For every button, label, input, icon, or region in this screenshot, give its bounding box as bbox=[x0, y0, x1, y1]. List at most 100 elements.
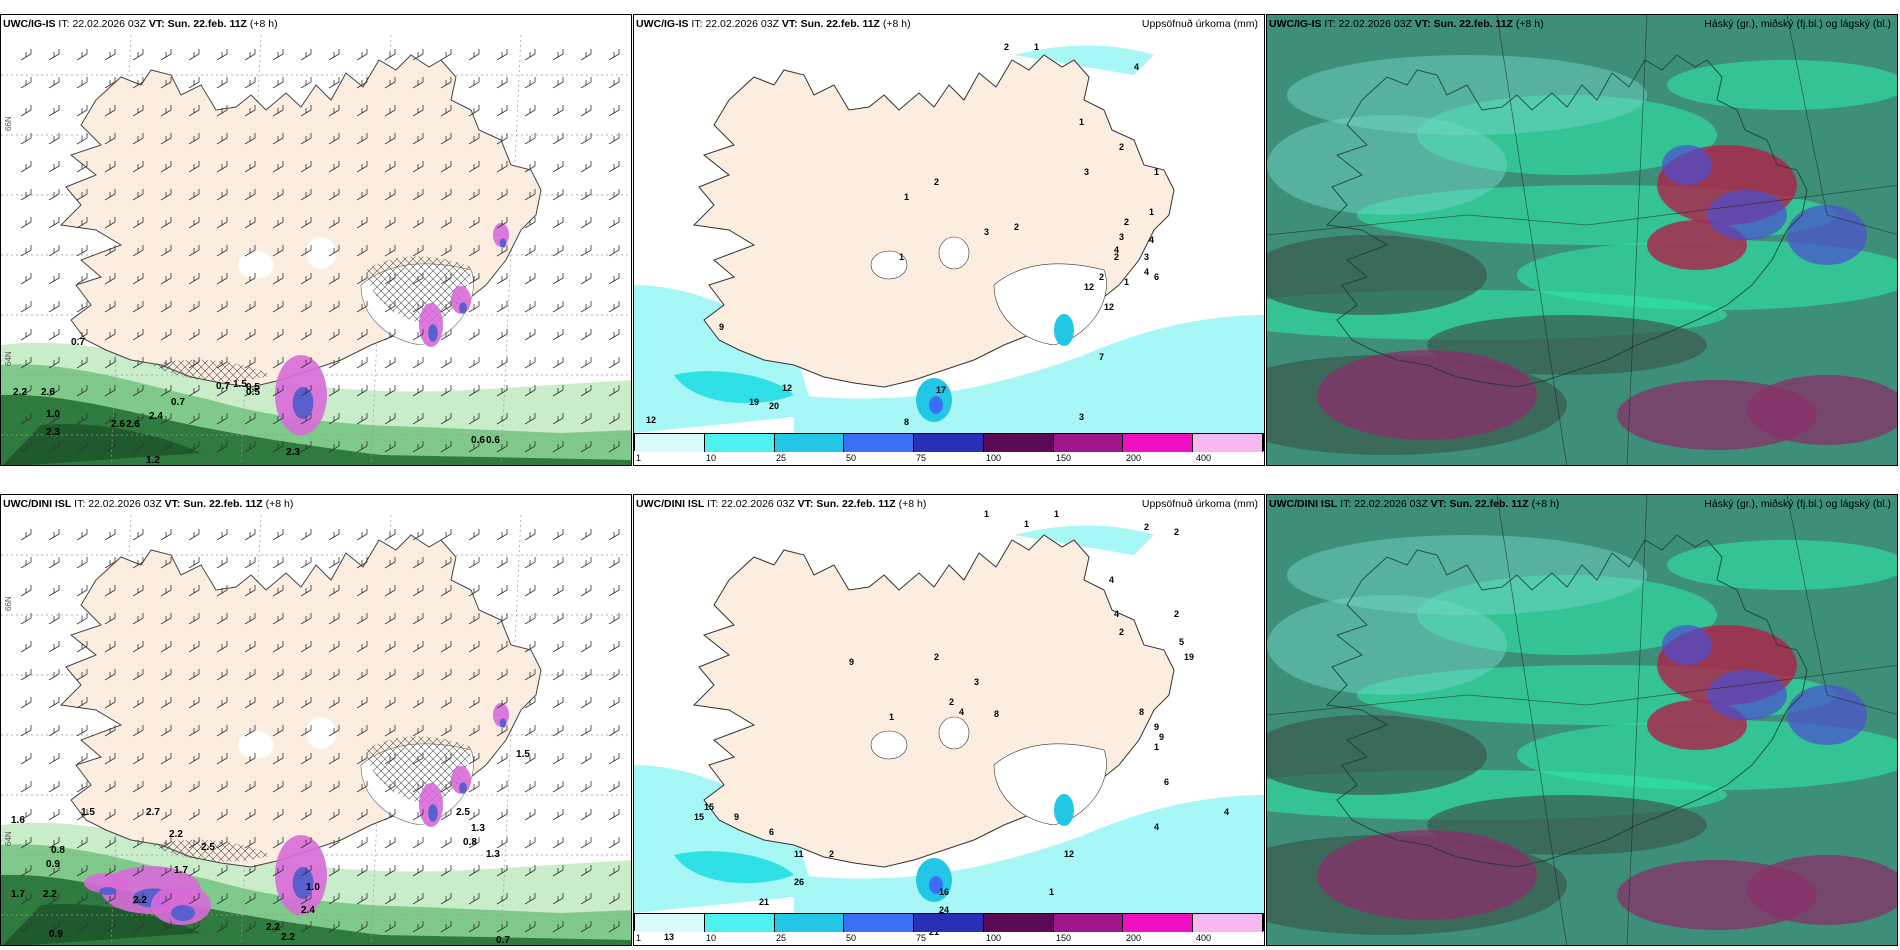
colorbar-cell bbox=[774, 914, 845, 932]
axis-label: 66N bbox=[4, 116, 13, 131]
precip-value-label: 8 bbox=[1139, 707, 1144, 717]
precip-value-label: 2 bbox=[934, 652, 939, 662]
precip-value-label: 12 bbox=[1084, 282, 1094, 292]
cloud-panel-top: UWC/IG-IS IT: 22.02.2026 03Z VT: Sun. 22… bbox=[1266, 14, 1898, 466]
panel-title: Uppsöfnuð úrkoma (mm) bbox=[1141, 498, 1258, 510]
colorbar-cell bbox=[983, 434, 1054, 452]
precip-value-label: 16 bbox=[939, 887, 949, 897]
panel-header: UWC/IG-IS IT: 22.02.2026 03Z VT: Sun. 22… bbox=[3, 18, 278, 30]
colorbar-tick-label: 150 bbox=[1056, 453, 1072, 463]
wind-value-label: 0.6 bbox=[486, 435, 500, 446]
colorbar bbox=[634, 433, 1264, 452]
wind-value-label: 2.2 bbox=[266, 922, 280, 933]
colorbar-cell bbox=[774, 434, 845, 452]
wind-value-label: 2.6 bbox=[111, 419, 125, 430]
precip-value-label: 1 bbox=[899, 252, 904, 262]
wind-value-label: 2.4 bbox=[301, 905, 315, 916]
precip-value-label: 9 bbox=[1159, 732, 1164, 742]
precip-value-label: 2 bbox=[1144, 522, 1149, 532]
wind-value-label: 1.7 bbox=[174, 865, 188, 876]
wind-value-label: 0.7 bbox=[216, 381, 230, 392]
precip-value-label: 3 bbox=[1144, 252, 1149, 262]
panel-title: Háský (gr.), miðský (fj.bl.) og lágský (… bbox=[1704, 498, 1891, 510]
wind-value-label: 0.8 bbox=[51, 845, 65, 856]
wind-value-label: 2.6 bbox=[41, 387, 55, 398]
precip-value-label: 12 bbox=[646, 415, 656, 425]
precip-value-label: 9 bbox=[1154, 722, 1159, 732]
wind-value-label: 1.6 bbox=[11, 815, 25, 826]
wind-value-label: 0.7 bbox=[71, 337, 85, 348]
precip-value-label: 7 bbox=[1099, 352, 1104, 362]
precip-value-label: 2 bbox=[1119, 627, 1124, 637]
precip-value-label: 4 bbox=[1154, 822, 1159, 832]
precip-value-label: 4 bbox=[959, 707, 964, 717]
precip-value-label: 3 bbox=[1119, 232, 1124, 242]
panel-header: UWC/DINI ISL IT: 22.02.2026 03Z VT: Sun.… bbox=[1269, 498, 1560, 510]
precip-value-label: 3 bbox=[1084, 167, 1089, 177]
colorbar-cell bbox=[914, 434, 984, 452]
wind-panel-bottom: UWC/DINI ISL IT: 22.02.2026 03Z VT: Sun.… bbox=[0, 494, 632, 946]
precip-value-label: 21 bbox=[929, 927, 939, 937]
panel-header: UWC/DINI ISL IT: 22.02.2026 03Z VT: Sun.… bbox=[3, 498, 294, 510]
axis-label: 66N bbox=[4, 596, 13, 611]
precip-value-label: 4 bbox=[1109, 575, 1114, 585]
wind-value-label: 2.2 bbox=[133, 895, 147, 906]
wind-value-label: 2.2 bbox=[43, 889, 57, 900]
precip-value-label: 1 bbox=[1024, 519, 1029, 529]
colorbar-cell bbox=[704, 434, 775, 452]
panel-header: UWC/IG-IS IT: 22.02.2026 03Z VT: Sun. 22… bbox=[636, 18, 911, 30]
precip-value-label: 4 bbox=[1149, 235, 1154, 245]
colorbar-tick-label: 400 bbox=[1196, 933, 1212, 943]
precip-value-label: 24 bbox=[939, 905, 949, 915]
precip-value-label: 1 bbox=[904, 192, 909, 202]
colorbar-tick-label: 200 bbox=[1126, 453, 1142, 463]
colorbar-cell bbox=[844, 434, 915, 452]
wind-value-label: 0.6 bbox=[471, 435, 485, 446]
precip-value-label: 2 bbox=[1119, 142, 1124, 152]
colorbar-cell bbox=[844, 914, 915, 932]
colorbar-cell bbox=[635, 914, 705, 932]
wind-value-label: 0.5 bbox=[246, 382, 260, 393]
panel-header: UWC/DINI ISL IT: 22.02.2026 03Z VT: Sun.… bbox=[636, 498, 927, 510]
colorbar-tick-label: 400 bbox=[1196, 453, 1212, 463]
colorbar-cell bbox=[1123, 434, 1194, 452]
colorbar-tick-label: 150 bbox=[1056, 933, 1072, 943]
colorbar-tick-label: 75 bbox=[916, 453, 927, 463]
wind-value-label: 1.3 bbox=[471, 823, 485, 834]
precip-value-label: 8 bbox=[904, 417, 909, 427]
wind-value-label: 0.9 bbox=[49, 929, 63, 940]
wind-value-label: 2.2 bbox=[13, 387, 27, 398]
colorbar-cell bbox=[635, 434, 705, 452]
precip-value-label: 4 bbox=[1224, 807, 1229, 817]
precip-value-label: 2 bbox=[949, 697, 954, 707]
wind-value-label: 0.8 bbox=[463, 837, 477, 848]
precip-value-label: 2 bbox=[1114, 252, 1119, 262]
precip-value-label: 9 bbox=[734, 812, 739, 822]
cloud-panel-bottom: UWC/DINI ISL IT: 22.02.2026 03Z VT: Sun.… bbox=[1266, 494, 1898, 946]
colorbar-tick-label: 1 bbox=[636, 453, 642, 463]
precip-value-label: 1 bbox=[984, 509, 989, 519]
wind-value-label: 2.2 bbox=[281, 932, 295, 943]
colorbar-ticks: 1 10 25 50 75 100 150 200 400 bbox=[634, 933, 1264, 943]
colorbar-cell bbox=[1053, 914, 1124, 932]
precip-value-label: 1 bbox=[1149, 207, 1154, 217]
wind-panel-top: UWC/IG-IS IT: 22.02.2026 03Z VT: Sun. 22… bbox=[0, 14, 632, 466]
precip-value-label: 2 bbox=[1174, 609, 1179, 619]
wind-value-label: 0.5 bbox=[246, 387, 260, 398]
precip-value-label: 9 bbox=[849, 657, 854, 667]
wind-value-label: 2.3 bbox=[286, 447, 300, 458]
colorbar-cell bbox=[914, 914, 984, 932]
panel-title: Háský (gr.), miðský (fj.bl.) og lágský (… bbox=[1704, 18, 1891, 30]
precip-value-label: 17 bbox=[936, 385, 946, 395]
precip-value-label: 19 bbox=[1184, 652, 1194, 662]
precip-value-label: 11 bbox=[794, 849, 804, 859]
wind-value-label: 0.7 bbox=[171, 397, 185, 408]
colorbar-cell bbox=[983, 914, 1054, 932]
colorbar-tick-label: 10 bbox=[706, 933, 717, 943]
precip-value-label: 13 bbox=[664, 932, 674, 942]
colorbar-cell bbox=[1053, 434, 1124, 452]
